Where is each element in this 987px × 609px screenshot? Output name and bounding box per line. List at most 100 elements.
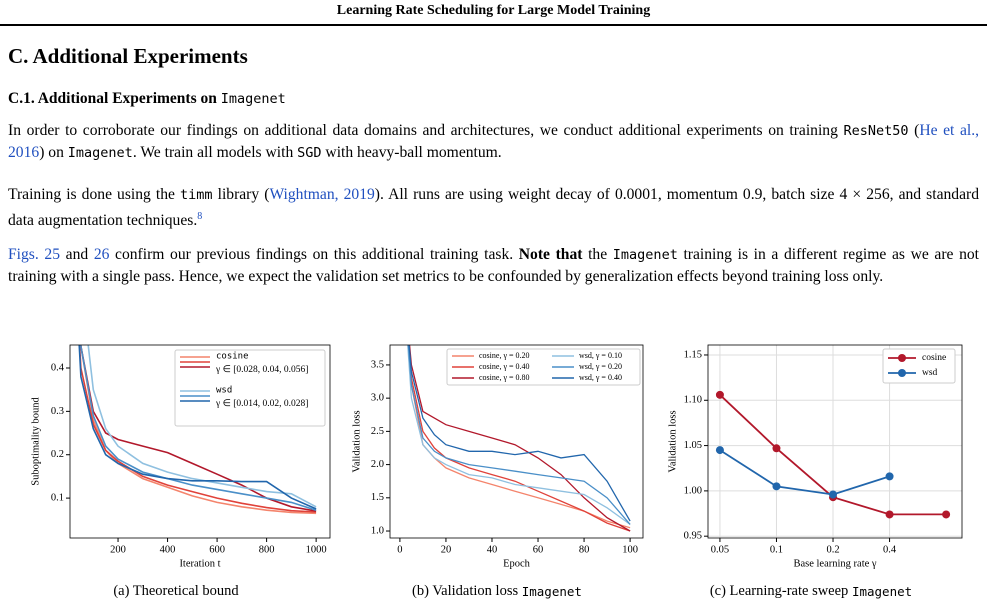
x-tick-label: 20 [441,544,452,555]
x-tick-label: 80 [579,544,590,555]
legend-label: wsd, γ = 0.10 [579,351,622,360]
x-tick-label: 0 [397,544,402,555]
x-tick-label: 100 [622,544,638,555]
point [942,510,951,519]
x-tick-label: 200 [110,544,126,555]
legend: cosine, γ = 0.20 cosine, γ = 0.40 cosine, … [446,348,641,386]
legend-label: cosine [216,352,249,362]
point [772,482,781,491]
text-run: Note that [518,246,583,263]
header-rule [0,24,987,26]
y-tick-label: 0.4 [51,362,65,373]
x-tick-label: 600 [209,544,225,555]
plot-frame [389,344,644,539]
text-run: SGD [297,145,322,161]
point [715,390,724,399]
plot-frame [69,344,331,539]
y-tick-label: 1.0 [371,525,384,536]
text-run: . We train all models with [132,144,298,161]
y-axis-label: Suboptimality bound [30,397,41,486]
y-tick-label: 1.05 [684,440,702,451]
paragraph: Training is done using the timm library … [8,184,979,232]
caption-part: (b) Validation loss [412,583,522,599]
line [78,345,317,513]
plot-area [78,345,317,515]
legend-label: cosine [922,353,946,363]
text-run: and [60,246,94,263]
line [87,345,317,508]
line [78,345,317,510]
text-run: training is in a different regime as we … [8,246,980,285]
legend-label: wsd [216,386,232,396]
text-run: , and standard data augmentation techniq… [8,186,979,230]
citation-link[interactable]: 26 [93,246,110,263]
point [885,510,894,519]
paragraph: Figs. 25 and 26 confirm our previous fin… [8,244,979,288]
legend-label: γ ∈ [0.028, 0.04, 0.056] [215,364,308,375]
line [408,345,631,522]
citation-link[interactable]: 25 [44,246,61,263]
legend-frame [446,348,641,386]
legend-label: γ ∈ [0.014, 0.02, 0.028] [215,398,308,409]
citation-link[interactable]: 8 [197,211,203,222]
y-tick-label: 0.2 [51,449,64,460]
text-run: with heavy-ball momentum. [321,144,502,161]
legend-label: wsd, γ = 0.40 [579,373,622,382]
caption: (a) Theoretical bound [113,583,239,599]
text-run: library ( [212,186,270,203]
legend-label: wsd, γ = 0.20 [579,362,622,371]
legend: cosine γ ∈ [0.028, 0.04, 0.056] wsd γ ∈ [0.… [174,349,326,427]
y-axis-label: Validation loss [351,410,362,472]
text-run: 0.0001 [614,186,658,203]
caption-part: (a) Theoretical bound [113,583,239,599]
line [407,345,631,525]
x-tick-label: 0.4 [883,544,897,555]
y-tick-label: 0.1 [51,493,64,504]
x-tick-label: 0.05 [711,544,729,555]
plot-frame [707,344,963,539]
y-tick-label: 1.15 [684,349,702,360]
x-tick-label: 1000 [306,544,327,555]
legend-frame [174,349,326,427]
text-run: 0.9 [742,186,763,203]
citation-link[interactable]: Figs. [8,246,45,263]
y-tick-label: 0.3 [51,406,64,417]
x-tick-label: 800 [259,544,275,555]
x-axis-label: Iteration t [179,558,220,569]
line [408,345,631,532]
x-tick-label: 40 [487,544,498,555]
text-run: ResNet50 [843,123,909,139]
legend-label: cosine, γ = 0.20 [479,351,529,360]
citation-link[interactable]: Wightman, 2019 [269,186,375,203]
x-tick-label: 60 [533,544,544,555]
y-tick-label: 3.0 [371,393,384,404]
x-axis-label: Base learning rate γ [793,558,876,569]
line [407,345,631,525]
x-tick-label: 0.1 [770,544,783,555]
y-axis-label: Validation loss [667,410,678,472]
y-tick-label: 1.10 [684,395,702,406]
text-run: 4 × 256 [839,186,890,203]
plot-area [407,345,631,532]
text-run: , batch size [762,186,840,203]
subsection-text: C.1. Additional Experiments on [8,90,221,107]
x-tick-label: 0.2 [826,544,839,555]
plot-area [715,390,951,519]
citation-link[interactable]: He et al., 2016 [8,122,980,161]
point [772,444,781,453]
line [80,345,317,515]
text-run: Training is done using the [8,186,181,203]
caption: (c) Learning-rate sweep Imagenet [710,583,912,599]
text-run: ( [908,122,920,139]
text-run: In order to corroborate our findings on … [8,122,844,139]
text-run: confirm our previous findings on this ad… [109,246,519,263]
legend-marker [898,354,906,362]
line [719,449,890,496]
text-run: the [582,246,613,263]
running-header: Learning Rate Scheduling for Large Model… [336,3,651,18]
caption: (b) Validation loss Imagenet [412,583,582,599]
y-tick-label: 0.95 [684,531,702,542]
section-heading: C. Additional Experiments [8,44,248,68]
